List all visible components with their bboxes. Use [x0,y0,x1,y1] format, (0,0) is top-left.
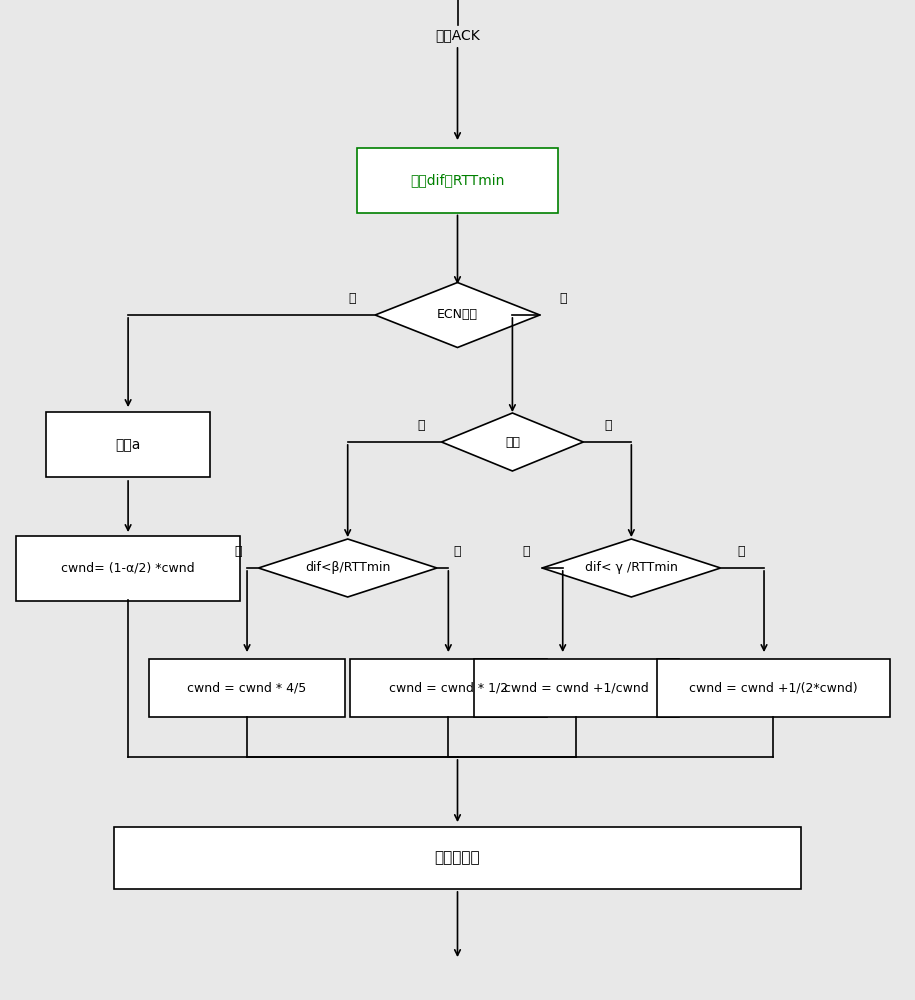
Text: 计算dif、RTTmin: 计算dif、RTTmin [410,173,505,187]
Text: 是: 是 [349,292,356,305]
Text: cwnd= (1-α/2) *cwnd: cwnd= (1-α/2) *cwnd [61,562,195,574]
Text: dif< γ /RTTmin: dif< γ /RTTmin [585,562,678,574]
FancyBboxPatch shape [350,659,546,717]
FancyBboxPatch shape [114,827,801,889]
Polygon shape [441,413,584,471]
Text: 丢包: 丢包 [505,436,520,448]
Text: 发送数据包: 发送数据包 [435,850,480,865]
Text: 计算a: 计算a [115,438,141,452]
FancyBboxPatch shape [474,659,679,717]
Text: cwnd = cwnd +1/cwnd: cwnd = cwnd +1/cwnd [504,682,649,694]
Text: 否: 否 [454,545,461,558]
Text: cwnd = cwnd * 4/5: cwnd = cwnd * 4/5 [188,682,307,694]
Polygon shape [542,539,721,597]
FancyBboxPatch shape [46,412,210,477]
Text: cwnd = cwnd +1/(2*cwnd): cwnd = cwnd +1/(2*cwnd) [689,682,857,694]
FancyBboxPatch shape [16,536,240,600]
Text: 否: 否 [605,419,612,432]
Polygon shape [258,539,437,597]
FancyBboxPatch shape [149,659,346,717]
Text: cwnd = cwnd * 1/2: cwnd = cwnd * 1/2 [389,682,508,694]
Text: ECN标记: ECN标记 [437,308,478,322]
Text: 是: 是 [234,545,242,558]
Text: 收到ACK: 收到ACK [436,28,479,42]
Text: 否: 否 [737,545,745,558]
Text: dif<β/RTTmin: dif<β/RTTmin [305,562,391,574]
Text: 是: 是 [417,419,425,432]
FancyBboxPatch shape [357,147,558,213]
Polygon shape [375,282,540,347]
Text: 否: 否 [559,292,566,305]
Text: 是: 是 [522,545,530,558]
FancyBboxPatch shape [657,659,889,717]
